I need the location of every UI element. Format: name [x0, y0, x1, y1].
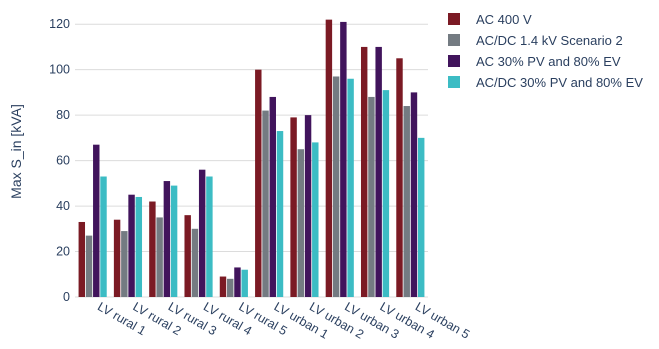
bar	[128, 194, 135, 297]
legend-label[interactable]: AC/DC 1.4 kV Scenario 2	[476, 33, 623, 48]
bar	[234, 267, 241, 297]
y-tick-label: 0	[63, 290, 70, 304]
x-axis-ticks: LV rural 1LV rural 2LV rural 3LV rural 4…	[95, 299, 472, 341]
y-tick-label: 20	[56, 245, 70, 259]
bar	[206, 176, 213, 297]
bar	[360, 46, 368, 297]
bar	[347, 78, 354, 297]
bar	[297, 149, 305, 297]
legend-swatch	[448, 13, 460, 25]
gridlines	[75, 23, 428, 298]
legend-swatch	[448, 76, 460, 88]
bar	[375, 46, 382, 297]
bar	[191, 228, 199, 297]
legend[interactable]: AC 400 V AC/DC 1.4 kV Scenario 2 AC 30% PV…	[448, 12, 643, 90]
bar	[241, 269, 248, 297]
bar	[255, 69, 262, 297]
legend-label[interactable]: AC/DC 30% PV and 80% EV	[476, 75, 643, 90]
bar	[262, 110, 269, 297]
bar	[219, 276, 227, 297]
bar	[149, 201, 156, 297]
y-tick-label: 80	[56, 108, 70, 122]
y-axis-ticks: 0 20 40 60 80 100 120	[49, 17, 70, 304]
bar	[382, 90, 390, 297]
bar	[269, 96, 276, 297]
bar	[325, 19, 333, 297]
y-tick-label: 120	[49, 17, 70, 31]
bar	[410, 92, 418, 297]
bar	[198, 169, 206, 297]
bar	[135, 196, 143, 297]
bar	[332, 76, 340, 297]
y-axis-title: Max S_in [kVA]	[8, 104, 24, 199]
bar	[93, 144, 100, 297]
y-tick-label: 60	[56, 154, 70, 168]
bar	[396, 58, 403, 297]
bar	[227, 278, 234, 297]
bar	[100, 176, 107, 297]
bar	[113, 219, 121, 297]
bar	[163, 181, 171, 297]
legend-label[interactable]: AC 30% PV and 80% EV	[476, 54, 621, 69]
bar	[368, 96, 375, 297]
bar	[121, 231, 128, 297]
bar	[312, 142, 319, 297]
y-tick-label: 100	[49, 63, 70, 77]
legend-swatch	[448, 55, 460, 67]
bars	[78, 19, 425, 297]
bar	[170, 185, 178, 297]
bar	[417, 137, 425, 297]
legend-swatch	[448, 34, 460, 46]
bar	[290, 117, 297, 297]
bar	[78, 221, 86, 297]
bar	[156, 217, 163, 297]
bar	[276, 131, 284, 297]
bar	[403, 106, 410, 297]
bar	[340, 21, 347, 297]
legend-label[interactable]: AC 400 V	[476, 12, 532, 27]
bar	[304, 115, 312, 297]
bar	[184, 215, 191, 297]
y-tick-label: 40	[56, 199, 70, 213]
bar	[85, 235, 93, 297]
